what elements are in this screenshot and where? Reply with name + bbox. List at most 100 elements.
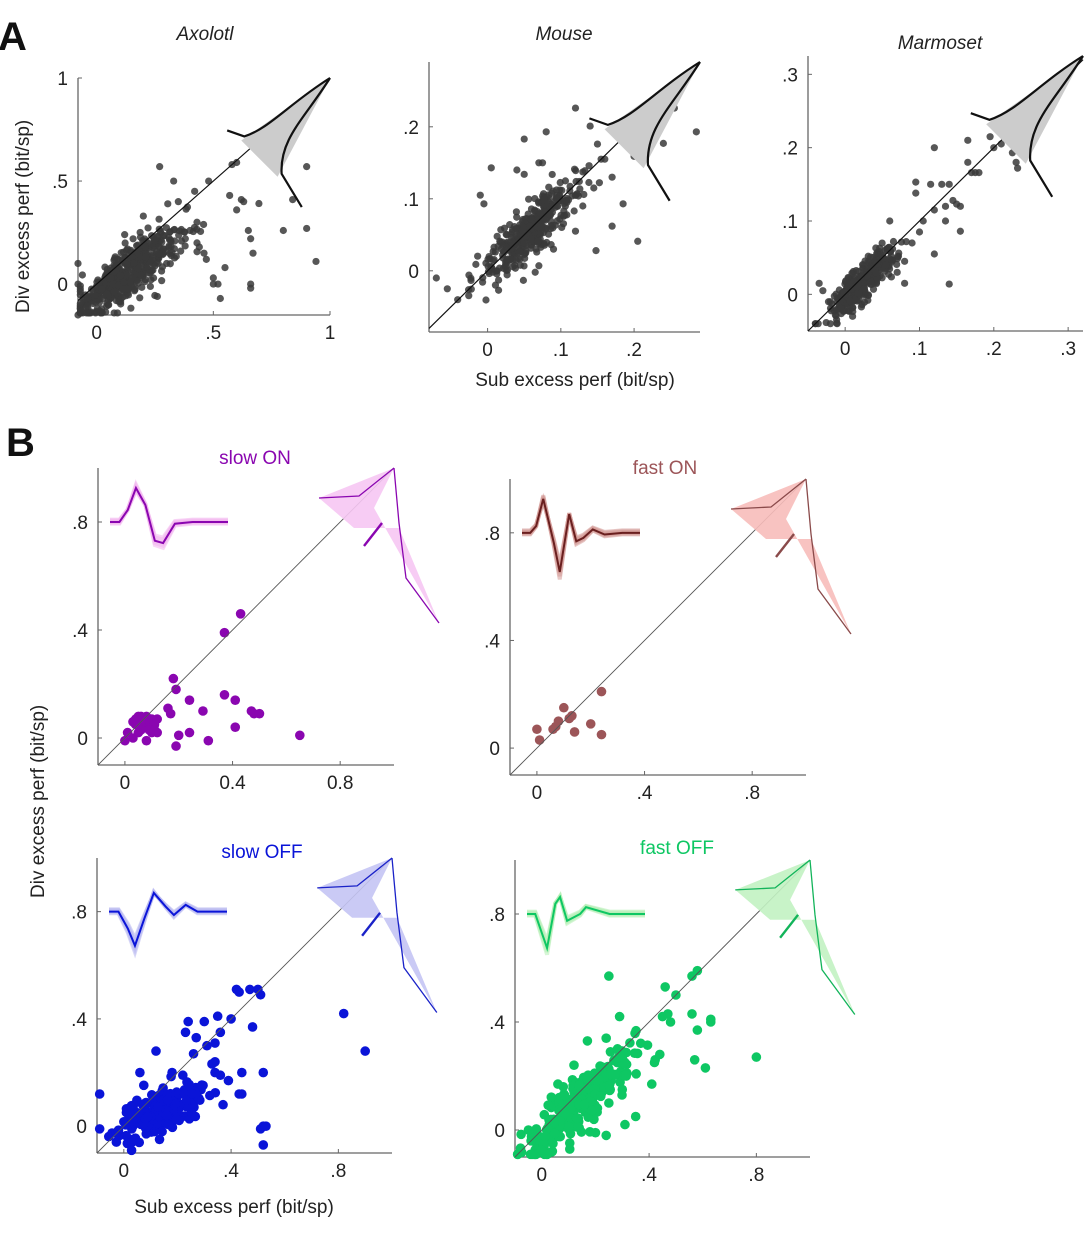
filter-trace-mean (109, 891, 227, 949)
chart-title-slow-off: slow OFF (221, 842, 302, 863)
data-point (155, 250, 163, 258)
data-point (687, 1009, 697, 1019)
histogram-outline (646, 61, 701, 202)
panel-letter-a: A (0, 15, 27, 59)
data-point (137, 271, 145, 279)
data-point (221, 264, 229, 272)
data-point (564, 713, 574, 724)
data-point (938, 180, 946, 188)
data-point (124, 291, 133, 299)
data-point (144, 224, 152, 232)
data-point (608, 222, 616, 230)
data-point (126, 278, 134, 286)
data-point (102, 290, 111, 298)
y-tick-label: .2 (782, 139, 798, 160)
x-tick-label: .2 (986, 339, 1002, 360)
data-point (184, 727, 195, 738)
data-point (546, 211, 554, 219)
data-point (912, 178, 920, 186)
data-point (542, 1123, 553, 1134)
data-point (258, 1067, 269, 1078)
data-point (692, 128, 700, 136)
data-point (484, 255, 492, 263)
data-point (230, 722, 241, 732)
data-point (549, 187, 557, 195)
data-point (889, 237, 898, 246)
data-point (593, 140, 602, 148)
y-tick-label: .4 (484, 631, 500, 652)
data-point (83, 302, 91, 310)
data-point (564, 1121, 574, 1132)
data-point (494, 286, 503, 294)
data-point (604, 1098, 614, 1108)
filter-trace-mean (522, 498, 640, 573)
data-point (151, 1046, 161, 1056)
data-point (78, 271, 86, 279)
data-point (705, 1017, 716, 1027)
data-point (210, 1057, 220, 1067)
data-point (572, 1113, 582, 1124)
data-point (247, 235, 255, 243)
data-point (569, 727, 580, 737)
data-point (223, 1075, 234, 1086)
data-point (105, 301, 113, 309)
data-point (235, 609, 246, 619)
filter-trace-inset (109, 887, 227, 959)
data-point (579, 202, 587, 210)
data-point (289, 195, 297, 204)
data-point (116, 272, 125, 280)
data-point (156, 163, 164, 171)
data-point (120, 735, 130, 746)
data-point (503, 231, 511, 239)
data-point (556, 178, 564, 187)
data-point (511, 264, 520, 272)
chart-title-mouse: Mouse (535, 24, 592, 45)
data-point (516, 1129, 526, 1140)
diagonal-histogram (970, 55, 1084, 198)
data-point (549, 1128, 560, 1139)
data-point (98, 285, 106, 293)
data-point (520, 170, 528, 178)
data-point (507, 238, 515, 246)
x-tick-label: .4 (641, 1165, 657, 1186)
chart-title-slow-on: slow ON (219, 448, 291, 469)
data-point (165, 242, 173, 250)
data-point (202, 1040, 212, 1051)
data-point (964, 158, 972, 166)
x-tick-label: 0.8 (327, 773, 353, 794)
data-point (249, 249, 257, 257)
histogram-median (363, 522, 383, 547)
data-point (111, 267, 120, 275)
data-point (193, 218, 201, 226)
data-point (579, 168, 587, 176)
data-point (576, 185, 584, 193)
data-point (216, 294, 224, 303)
data-point (76, 288, 84, 296)
data-point (145, 269, 153, 277)
data-point (303, 224, 311, 233)
data-point (553, 217, 561, 225)
data-point (837, 310, 845, 318)
points-fast-off (512, 965, 762, 1160)
histogram-outline (318, 467, 395, 499)
data-point (564, 1144, 575, 1154)
data-point (700, 1063, 711, 1073)
data-point (559, 1090, 570, 1101)
data-point (572, 1122, 582, 1132)
data-point (621, 1059, 632, 1070)
data-point (590, 1127, 601, 1138)
data-point (360, 1046, 370, 1056)
data-point (512, 225, 520, 233)
data-point (864, 291, 873, 299)
data-point (819, 287, 827, 295)
data-point (191, 187, 199, 195)
data-point (563, 211, 571, 219)
data-point (592, 247, 600, 255)
data-point (131, 283, 139, 291)
data-point (509, 256, 517, 264)
data-point (570, 165, 579, 173)
data-point (945, 280, 953, 288)
data-point (608, 173, 616, 181)
data-point (531, 268, 539, 276)
y-tick-label: 0 (408, 262, 419, 283)
